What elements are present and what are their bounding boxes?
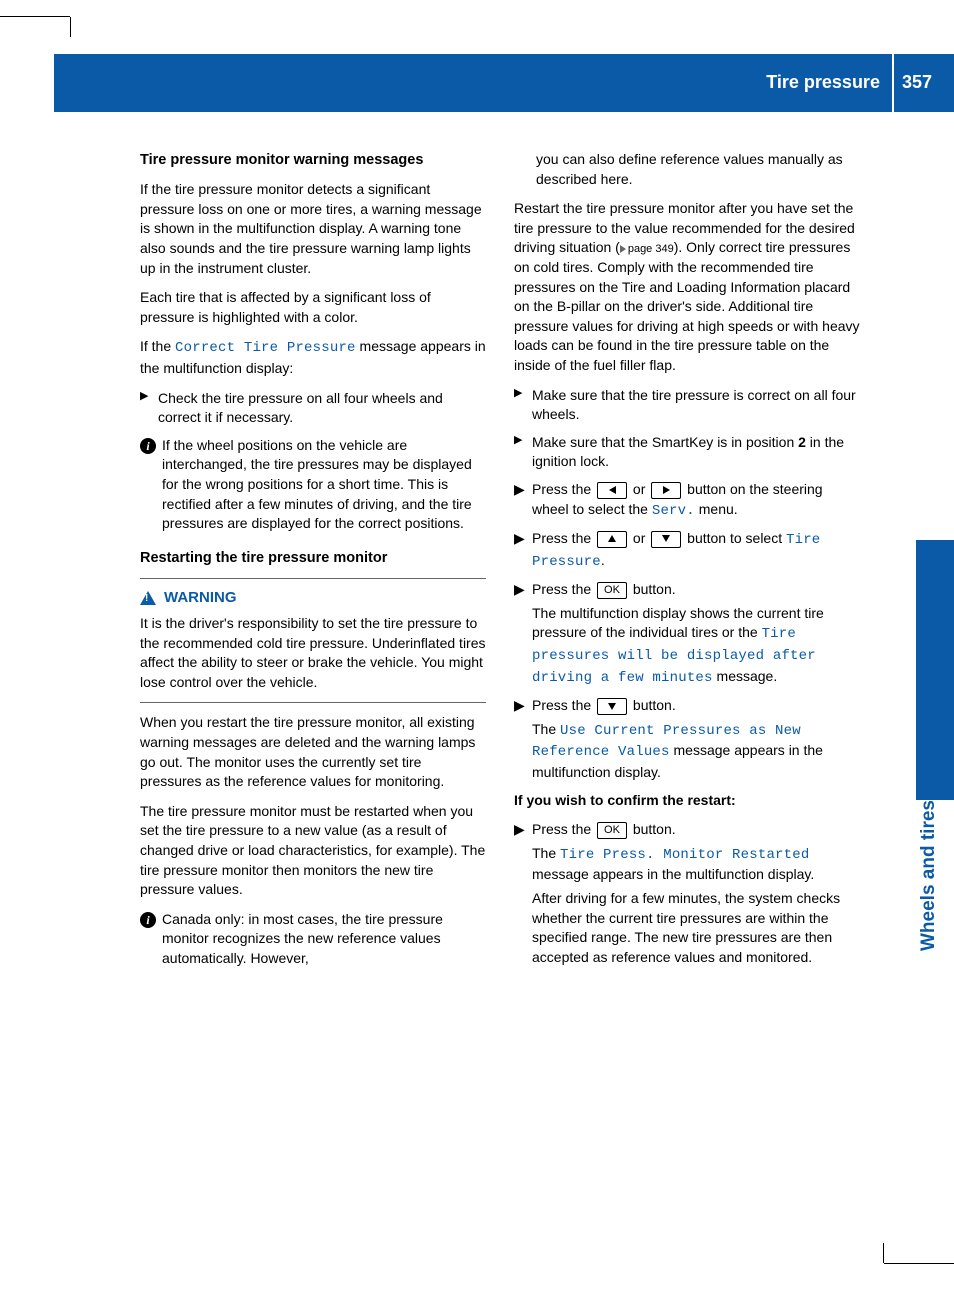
display-menu: Serv. (652, 503, 695, 519)
step-text: Make sure that the SmartKey is in positi… (532, 433, 860, 472)
warning-label: WARNING (164, 587, 237, 608)
step-text: Press the or button to select Tire Press… (532, 529, 860, 572)
info-continuation: you can also define reference values man… (514, 150, 860, 189)
text: ). Only correct tire pressures on cold t… (514, 239, 860, 373)
info-icon-wrap: i (140, 910, 162, 969)
text: . (601, 552, 605, 568)
paragraph: If the tire pressure monitor detects a s… (140, 180, 486, 278)
triangle-left-icon (609, 486, 616, 494)
paragraph: When you restart the tire pressure monit… (140, 713, 486, 791)
ok-button-key: OK (597, 822, 627, 839)
info-icon: i (140, 912, 156, 928)
down-button-key (597, 698, 627, 715)
step-result: The Tire Press. Monitor Restarted messag… (514, 844, 860, 885)
step-marker-icon: ▶ (514, 433, 532, 472)
info-icon-wrap: i (140, 436, 162, 534)
right-button-key (651, 482, 681, 499)
page-content: Tire pressure monitor warning messages I… (140, 150, 860, 983)
text: or (629, 530, 649, 546)
step-marker-icon: ▶ (140, 389, 158, 428)
text: Press the (532, 481, 595, 497)
text: Press the (532, 530, 595, 546)
step-text: Press the button. (532, 696, 860, 716)
info-icon: i (140, 438, 156, 454)
triangle-down-icon (608, 703, 616, 710)
left-button-key (597, 482, 627, 499)
ok-button-key: OK (597, 582, 627, 599)
step-result: The Use Current Pressures as New Referen… (514, 720, 860, 783)
header-title: Tire pressure (766, 70, 892, 95)
triangle-down-icon (662, 535, 670, 542)
step-text: Press the OK button. (532, 580, 860, 600)
text: button to select (683, 530, 786, 546)
step-result: The multifunction display shows the curr… (514, 604, 860, 688)
triangle-right-icon (663, 486, 670, 494)
text: message appears in the multifunction dis… (532, 866, 814, 882)
step-result: After driving for a few minutes, the sys… (514, 889, 860, 967)
text: or (629, 481, 649, 497)
down-button-key (651, 531, 681, 548)
heading-restarting: Restarting the tire pressure monitor (140, 548, 486, 568)
procedure-step: ▶ Press the OK button. (514, 580, 860, 600)
text: button. (629, 821, 676, 837)
text: The (532, 845, 560, 861)
info-text: If the wheel positions on the vehicle ar… (162, 436, 486, 534)
paragraph: Each tire that is affected by a signific… (140, 288, 486, 327)
text: message. (713, 668, 778, 684)
xref-page: page 349 (628, 243, 674, 255)
procedure-step: ▶ Make sure that the tire pressure is co… (514, 386, 860, 425)
paragraph: The tire pressure monitor must be restar… (140, 802, 486, 900)
up-button-key (597, 531, 627, 548)
warning-heading: WARNING (140, 578, 486, 608)
text: The (532, 721, 560, 737)
display-message: Correct Tire Pressure (175, 340, 356, 356)
triangle-up-icon (608, 535, 616, 542)
info-text: Canada only: in most cases, the tire pre… (162, 910, 486, 969)
xref-icon (620, 245, 626, 253)
text: Press the (532, 697, 595, 713)
chapter-tab-label: Wheels and tires (916, 800, 943, 951)
text: button. (629, 581, 676, 597)
page-header: Tire pressure 357 (54, 54, 954, 112)
step-marker-icon: ▶ (514, 580, 532, 600)
procedure-step: ▶ Press the button. (514, 696, 860, 716)
step-marker-icon: ▶ (514, 480, 532, 521)
procedure-step: ▶ Press the or button on the steering wh… (514, 480, 860, 521)
column-left: Tire pressure monitor warning messages I… (140, 150, 486, 983)
page-number: 357 (892, 54, 954, 112)
step-text: Press the OK button. (532, 820, 860, 840)
column-right: you can also define reference values man… (514, 150, 860, 983)
step-text: Press the or button on the steering whee… (532, 480, 860, 521)
procedure-step: ▶ Press the OK button. (514, 820, 860, 840)
paragraph: Restart the tire pressure monitor after … (514, 199, 860, 375)
heading-warning-messages: Tire pressure monitor warning messages (140, 150, 486, 170)
step-text: Make sure that the tire pressure is corr… (532, 386, 860, 425)
step-text: Check the tire pressure on all four whee… (158, 389, 486, 428)
crop-mark-bottom-right (884, 1263, 954, 1264)
text: Make sure that the SmartKey is in positi… (532, 434, 798, 450)
info-note: i Canada only: in most cases, the tire p… (140, 910, 486, 969)
sub-heading-confirm: If you wish to confirm the restart: (514, 791, 860, 811)
text: Press the (532, 581, 595, 597)
bold-text: 2 (798, 434, 806, 450)
procedure-step: ▶ Press the or button to select Tire Pre… (514, 529, 860, 572)
step-marker-icon: ▶ (514, 820, 532, 840)
warning-triangle-icon (140, 591, 156, 605)
procedure-step: ▶ Check the tire pressure on all four wh… (140, 389, 486, 428)
warning-body: It is the driver's responsibility to set… (140, 614, 486, 703)
text: menu. (695, 501, 738, 517)
procedure-step: ▶ Make sure that the SmartKey is in posi… (514, 433, 860, 472)
crop-mark-top-left (0, 16, 70, 17)
text: button. (629, 697, 676, 713)
text: If the (140, 338, 175, 354)
info-note: i If the wheel positions on the vehicle … (140, 436, 486, 534)
step-marker-icon: ▶ (514, 529, 532, 572)
chapter-tab (916, 540, 954, 800)
cross-reference: page 349 (620, 243, 674, 255)
paragraph: If the Correct Tire Pressure message app… (140, 337, 486, 378)
display-message: Tire Press. Monitor Restarted (560, 847, 809, 863)
step-marker-icon: ▶ (514, 386, 532, 425)
step-marker-icon: ▶ (514, 696, 532, 716)
text: Press the (532, 821, 595, 837)
